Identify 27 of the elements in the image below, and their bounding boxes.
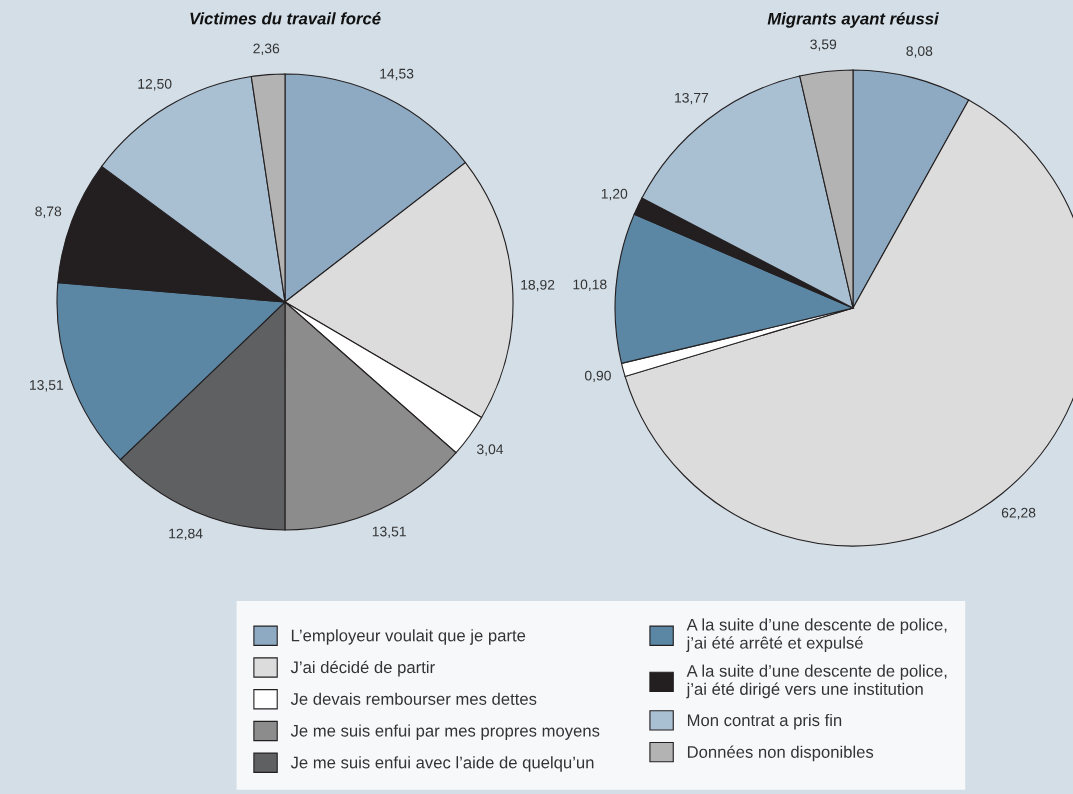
legend-label: Je me suis enfui avec l’aide de quelqu’un bbox=[290, 756, 594, 772]
chart-title: Victimes du travail forcé bbox=[190, 12, 381, 25]
data-label: 12,50 bbox=[138, 78, 172, 91]
data-label: 8,78 bbox=[35, 206, 62, 218]
data-label: 13,51 bbox=[30, 380, 64, 392]
legend-label: Je devais rembourser mes dettes bbox=[290, 692, 537, 705]
data-label: 62,28 bbox=[1001, 507, 1036, 520]
data-label: 12,84 bbox=[169, 528, 203, 541]
data-label: 13,51 bbox=[372, 526, 406, 539]
legend-label: Données non disponibles bbox=[687, 745, 874, 762]
data-label: 18,92 bbox=[521, 279, 555, 292]
legend-label: Je me suis enfui par mes propres moyens bbox=[290, 724, 600, 740]
legend-label: A la suite d’une descente de police, j’ai été dirigé vers une institution bbox=[686, 664, 947, 699]
data-label: 2,36 bbox=[253, 43, 280, 55]
data-label: 13,77 bbox=[675, 92, 709, 105]
data-label: 3,04 bbox=[477, 444, 504, 456]
data-label: 10,18 bbox=[573, 279, 607, 291]
legend-label: J’ai décidé de partir bbox=[290, 660, 435, 677]
legend-label: L’employeur voulait que je parte bbox=[291, 629, 526, 645]
data-label: 3,59 bbox=[810, 39, 837, 51]
chart-title: Migrants ayant réussi bbox=[767, 12, 939, 28]
data-label: 14,53 bbox=[380, 68, 414, 81]
data-label: 8,08 bbox=[906, 46, 933, 58]
legend-label: A la suite d’une descente de police, j’ai été arrêté et expulsé bbox=[686, 618, 947, 653]
data-label: 1,20 bbox=[601, 188, 628, 201]
legend-label: Mon contrat a pris fin bbox=[687, 713, 842, 730]
data-label: 0,90 bbox=[584, 370, 611, 383]
